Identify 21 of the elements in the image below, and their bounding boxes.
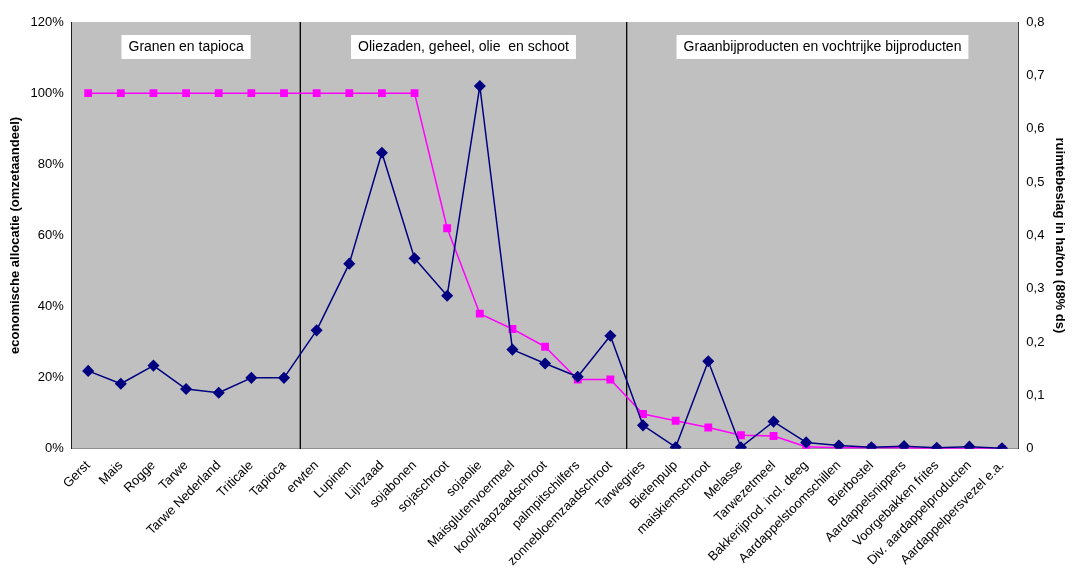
y-tick-label: 20% <box>37 369 65 385</box>
y-tick-label: 80% <box>37 155 65 171</box>
y2-tick-label: 0,7 <box>1026 66 1045 82</box>
y2-tick-label: 0,2 <box>1026 333 1045 349</box>
y2-tick-label: 0,8 <box>1026 13 1045 29</box>
band-label: Oliezaden, geheel, olie en schoot <box>358 37 570 54</box>
y2-tick-label: 0,1 <box>1026 387 1045 403</box>
y-tick-label: 0% <box>45 440 65 456</box>
y-tick-label: 120% <box>30 13 65 29</box>
y2-tick-label: 0,6 <box>1026 120 1045 136</box>
y2-tick-label: 0,3 <box>1026 280 1045 296</box>
y-tick-label: 100% <box>30 84 65 100</box>
band-label: Granen en tapioca <box>128 37 244 54</box>
y2-tick-label: 0,4 <box>1026 226 1045 242</box>
y-axis-title: economische allocatie (omzetaandeel) <box>7 116 23 354</box>
y2-tick-label: 0 <box>1026 440 1034 456</box>
y-tick-label: 60% <box>37 226 65 242</box>
y2-tick-label: 0,5 <box>1026 173 1045 189</box>
y-tick-label: 40% <box>37 298 65 314</box>
band-label: Graanbijproducten en vochtrijke bijproducten <box>683 37 962 54</box>
y2-axis-title: ruimtebeslag in ha/ton (88% ds) <box>1052 137 1068 334</box>
